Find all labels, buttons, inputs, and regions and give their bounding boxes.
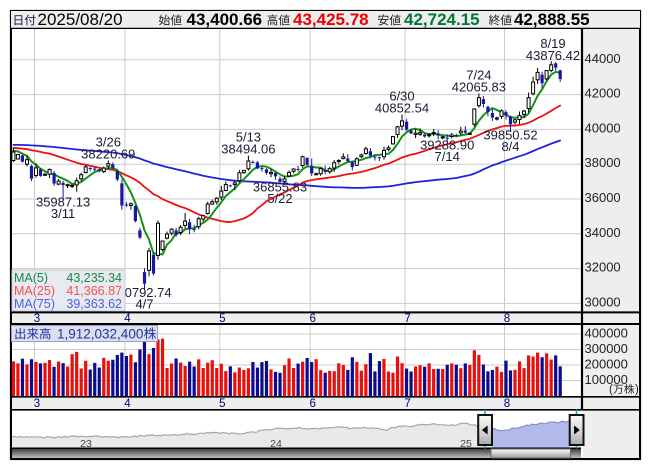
svg-text:5/22: 5/22 (267, 191, 292, 206)
svg-text:MA(75): MA(75) (14, 297, 55, 311)
svg-text:7/24: 7/24 (466, 68, 491, 83)
svg-text:43,400.66: 43,400.66 (187, 10, 263, 29)
svg-text:7/14: 7/14 (435, 149, 460, 164)
svg-text:44000: 44000 (585, 51, 621, 66)
svg-text:5: 5 (219, 398, 225, 410)
svg-text:400000: 400000 (585, 326, 628, 341)
svg-text:24: 24 (270, 438, 282, 450)
svg-text:7: 7 (404, 398, 410, 410)
svg-text:38220.69: 38220.69 (81, 146, 135, 161)
svg-text:3: 3 (34, 398, 40, 410)
svg-text:7: 7 (404, 313, 410, 325)
svg-text:38494.06: 38494.06 (221, 142, 275, 157)
svg-text:39,363.62: 39,363.62 (66, 297, 122, 311)
svg-text:100000: 100000 (585, 372, 628, 387)
svg-text:3/26: 3/26 (96, 134, 121, 149)
svg-text:41,366.87: 41,366.87 (66, 284, 122, 298)
svg-text:3/11: 3/11 (51, 206, 75, 221)
svg-text:40000: 40000 (585, 120, 621, 135)
svg-text:42,724.15: 42,724.15 (404, 10, 480, 29)
svg-text:6/30: 6/30 (389, 89, 414, 104)
svg-text:30000: 30000 (585, 294, 621, 309)
svg-text:40852.54: 40852.54 (375, 101, 429, 116)
svg-text:32000: 32000 (585, 260, 621, 275)
svg-text:6: 6 (309, 398, 315, 410)
svg-text:42,888.55: 42,888.55 (514, 10, 590, 29)
svg-text:): ) (635, 384, 639, 396)
svg-text:300000: 300000 (585, 341, 628, 356)
svg-text:8: 8 (504, 313, 510, 325)
svg-text:3: 3 (34, 313, 40, 325)
svg-text:23: 23 (80, 438, 92, 450)
svg-text:42065.83: 42065.83 (452, 80, 506, 95)
svg-text:35987.13: 35987.13 (36, 195, 90, 210)
svg-text:30792.74: 30792.74 (117, 285, 171, 300)
svg-text:4: 4 (124, 398, 131, 410)
svg-text:MA(25): MA(25) (14, 284, 55, 298)
svg-text:MA(5): MA(5) (14, 271, 48, 285)
svg-text:38000: 38000 (585, 155, 621, 170)
svg-text:25: 25 (460, 438, 472, 450)
svg-text:6: 6 (309, 313, 315, 325)
svg-text:1,912,032,400: 1,912,032,400 (57, 326, 143, 341)
svg-text:36000: 36000 (585, 190, 621, 205)
svg-text:36855.83: 36855.83 (253, 180, 307, 195)
svg-text:200000: 200000 (585, 357, 628, 372)
svg-text:4: 4 (124, 313, 131, 325)
svg-text:39850.52: 39850.52 (483, 128, 537, 143)
svg-text:5: 5 (219, 313, 225, 325)
svg-text:4/7: 4/7 (135, 297, 153, 312)
svg-text:39288.90: 39288.90 (420, 137, 474, 152)
svg-text:42000: 42000 (585, 86, 621, 101)
svg-text:5/13: 5/13 (236, 130, 261, 145)
svg-text:8/4: 8/4 (501, 139, 519, 154)
svg-text:8: 8 (504, 398, 510, 410)
svg-text:34000: 34000 (585, 225, 621, 240)
svg-text:43,235.34: 43,235.34 (66, 271, 122, 285)
svg-text:(: ( (609, 384, 613, 396)
svg-text:2025/08/20: 2025/08/20 (38, 10, 123, 29)
svg-text:43,425.78: 43,425.78 (293, 10, 369, 29)
svg-text:43876.42: 43876.42 (526, 48, 580, 63)
svg-text:8/19: 8/19 (540, 36, 565, 51)
